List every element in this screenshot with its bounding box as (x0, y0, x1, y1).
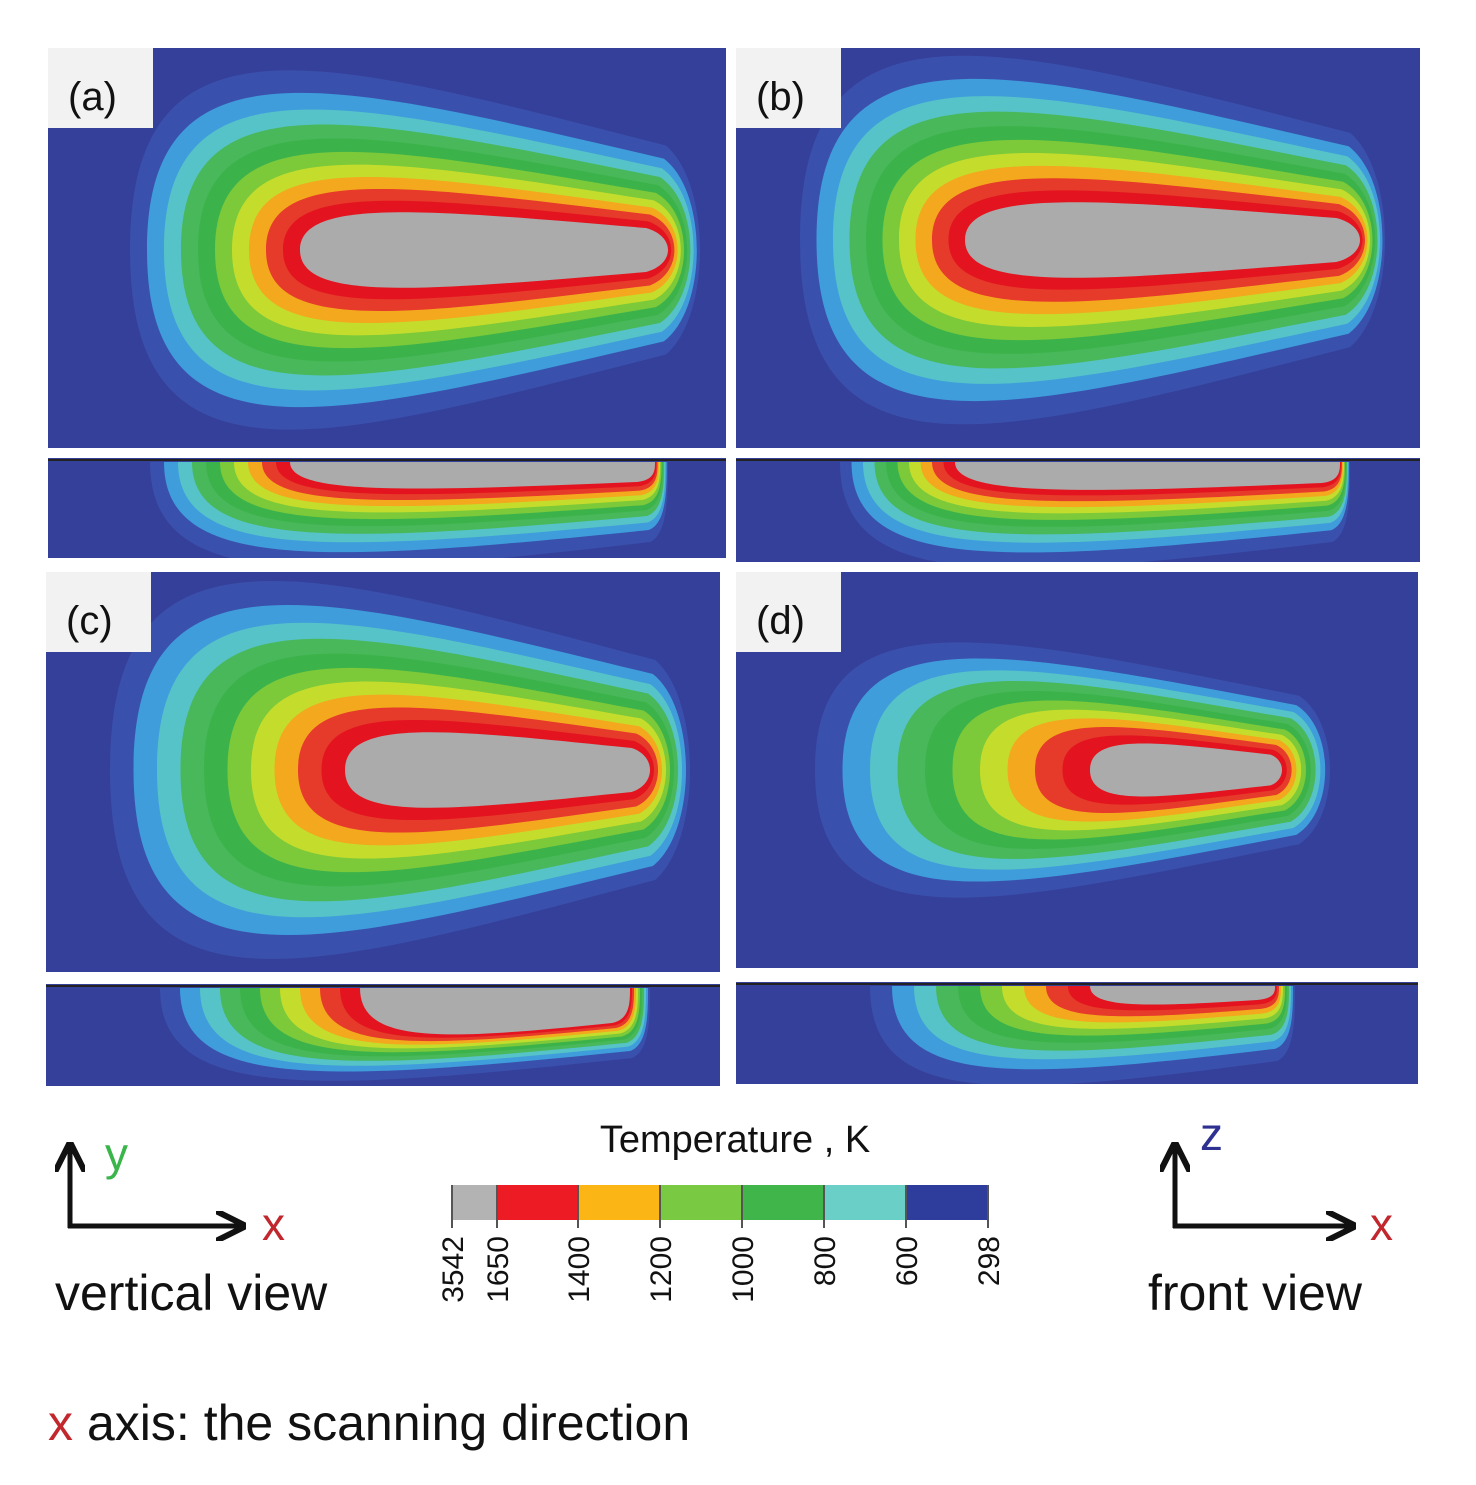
note-text: axis: the scanning direction (87, 1395, 690, 1451)
note-axis: x (48, 1395, 73, 1451)
front-view-axes: z x front view (1148, 1108, 1393, 1321)
colorbar-tick-label: 800 (809, 1236, 842, 1286)
panel-label: (b) (756, 75, 805, 119)
cross-section (736, 458, 1420, 562)
contour-plots: (a) (b) (c) (d) (46, 48, 1420, 1086)
colorbar-tick-label: 3542 (437, 1236, 470, 1303)
cross-section (46, 984, 720, 1086)
colorbar-segment (660, 1185, 742, 1220)
contour (300, 212, 668, 288)
axis-label: y (105, 1128, 128, 1180)
colorbar-tick-label: 1650 (482, 1236, 515, 1303)
colorbar-tick-label: 1000 (727, 1236, 760, 1303)
colorbar-segment (824, 1185, 906, 1220)
contour (290, 462, 655, 489)
view-label: vertical view (55, 1265, 328, 1321)
cross-section (48, 458, 726, 558)
colorbar-segment (906, 1185, 988, 1220)
cross-section (736, 982, 1418, 1084)
contour (360, 988, 630, 1035)
panel: (d) (736, 572, 1418, 1084)
colorbar-title: Temperature , K (600, 1119, 870, 1161)
label-box (46, 572, 151, 652)
label-box (736, 572, 841, 652)
colorbar-tick-label: 600 (891, 1236, 924, 1286)
panel-label: (a) (68, 75, 117, 119)
note: x axis: the scanning direction (48, 1395, 690, 1451)
contour (1090, 986, 1275, 1005)
contour (345, 732, 650, 808)
contour (965, 202, 1360, 278)
panel-label: (d) (756, 599, 805, 643)
panel-label: (c) (66, 599, 113, 643)
colorbar-segment (452, 1185, 497, 1220)
panel: (a) (48, 48, 726, 558)
contour (1090, 743, 1282, 797)
colorbar-tick-label: 1400 (563, 1236, 596, 1303)
panel: (b) (736, 48, 1420, 562)
colorbar-tick-label: 1200 (645, 1236, 678, 1303)
colorbar-segment (497, 1185, 578, 1220)
contour (955, 462, 1340, 490)
axis-label: x (262, 1198, 285, 1250)
panel: (c) (46, 572, 720, 1086)
colorbar-tick-label: 298 (973, 1236, 1006, 1286)
colorbar-segment (578, 1185, 660, 1220)
vertical-view-axes: y x vertical view (55, 1128, 328, 1321)
view-label: front view (1148, 1265, 1363, 1321)
label-box (48, 48, 153, 128)
axis-label: z (1200, 1108, 1223, 1160)
colorbar: Temperature , K 3542 1650 1400 1200 1000 800 6… (437, 1119, 1006, 1303)
colorbar-segment (742, 1185, 824, 1220)
label-box (736, 48, 841, 128)
axis-label: x (1370, 1198, 1393, 1250)
